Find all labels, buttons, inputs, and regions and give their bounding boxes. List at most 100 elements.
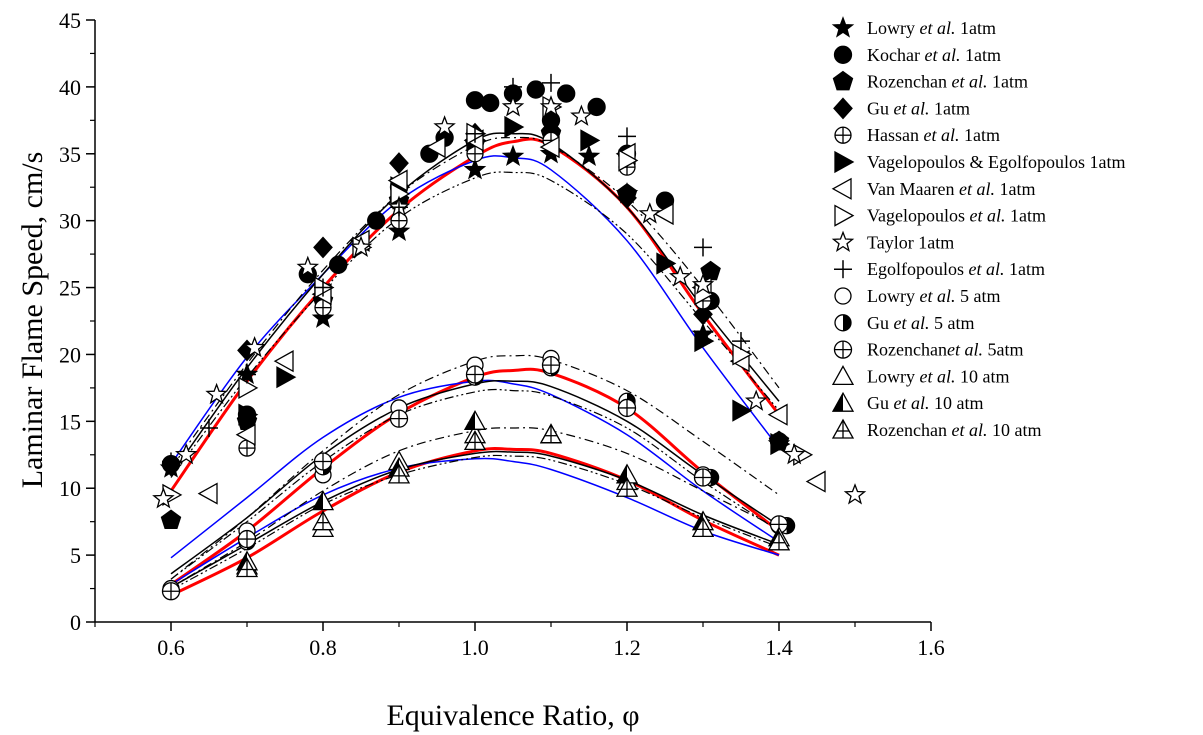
data-point-12-0 [161, 582, 181, 601]
data-point-15-7 [767, 530, 791, 551]
legend-label-1: Kochar et al. 1atm [867, 45, 1001, 65]
model-curve-10atm-11 [170, 457, 780, 586]
axes: 0.6 0.8 1.0 1.2 1.4 1.6 0 5 10 15 20 25 30 35 40 45 [59, 8, 945, 660]
data-point-8-11 [638, 202, 662, 224]
data-point-8-2 [205, 382, 228, 405]
data-point-8-14 [744, 389, 768, 411]
data-point-3-2 [313, 236, 333, 259]
data-point-12-3 [389, 409, 409, 428]
model-curve-1atm-2 [170, 132, 780, 476]
model-curve-10atm-10 [170, 447, 780, 597]
y-tick-label-9: 45 [59, 8, 81, 33]
data-point-6-5 [387, 169, 408, 192]
data-point-12-8 [769, 515, 789, 534]
series-14 [235, 409, 791, 571]
legend-marker-0 [831, 16, 855, 38]
data-point-2-0 [160, 509, 182, 530]
data-point-8-9 [539, 95, 563, 117]
legend-label-3: Gu et al. 1atm [867, 98, 970, 118]
legend-marker-15 [831, 418, 855, 439]
data-point-7-1 [238, 376, 259, 399]
data-point-12-4 [465, 365, 485, 384]
data-point-0-4 [463, 157, 487, 180]
legend-label-2: Rozenchan et al. 1atm [867, 72, 1028, 92]
data-point-9-5 [466, 124, 484, 143]
data-point-0-5 [501, 144, 525, 166]
data-point-0-7 [577, 144, 601, 166]
legend-item-6: Van Maaren et al. 1atm [831, 177, 1035, 200]
legend-marker-11 [834, 314, 852, 332]
data-point-5-10 [770, 432, 791, 456]
legend-marker-5 [834, 150, 855, 174]
legend-marker-1 [833, 45, 853, 64]
model-curve-5atm-5 [170, 367, 780, 586]
y-tick-label-5: 25 [59, 276, 81, 301]
legend-item-8: Taylor 1atm [831, 230, 954, 252]
model-curve-5atm-8 [170, 354, 780, 580]
data-point-12-7 [693, 468, 713, 487]
data-point-4-0 [238, 439, 256, 457]
legend-label-0: Lowry et al. 1atm [867, 18, 996, 38]
data-point-3-3 [389, 152, 409, 175]
data-point-8-7 [433, 115, 456, 137]
legend-item-2: Rozenchan et al. 1atm [832, 70, 1028, 92]
data-point-15-6 [691, 517, 715, 538]
series-4 [238, 131, 712, 457]
data-point-14-3 [463, 409, 487, 430]
legend-label-11: Gu et al. 5 atm [867, 313, 975, 333]
legend-item-15: Rozenchan et al. 10 atm [831, 418, 1041, 440]
legend-label-10: Lowry et al. 5 atm [867, 286, 1001, 306]
legend-marker-9 [834, 260, 852, 279]
data-point-1-13 [557, 84, 576, 103]
data-point-9-7 [542, 73, 560, 92]
data-point-9-9 [694, 238, 712, 257]
legend-label-14: Gu et al. 10 atm [867, 393, 984, 413]
y-tick-label-6: 30 [59, 209, 81, 234]
data-point-8-13 [691, 273, 715, 295]
model-curve-10atm-13 [170, 427, 780, 588]
legend-item-10: Lowry et al. 5 atm [834, 286, 1001, 306]
data-point-9-0 [162, 452, 180, 471]
legend-item-3: Gu et al. 1atm [833, 97, 970, 120]
data-point-5-8 [694, 329, 715, 353]
data-point-9-10 [732, 332, 750, 351]
y-tick-label-8: 40 [59, 75, 81, 100]
y-tick-label-3: 15 [59, 409, 81, 434]
data-point-8-15 [782, 442, 806, 465]
data-point-3-6 [617, 186, 637, 209]
data-point-1-14 [587, 97, 606, 117]
data-point-1-4 [367, 211, 386, 230]
data-point-8-5 [349, 235, 373, 258]
data-point-0-3 [387, 219, 411, 242]
data-point-6-0 [197, 482, 218, 505]
data-point-8-10 [570, 104, 593, 126]
legend-marker-12 [833, 340, 853, 359]
legend-label-8: Taylor 1atm [867, 232, 954, 252]
x-tick-label-4: 1.4 [765, 635, 793, 660]
y-tick-label-4: 20 [59, 342, 81, 367]
legend-marker-13 [831, 365, 855, 386]
y-tick-label-2: 10 [59, 476, 81, 501]
x-tick-label-3: 1.2 [613, 635, 641, 660]
data-point-6-13 [767, 403, 788, 426]
data-point-1-8 [465, 91, 485, 110]
data-point-8-16 [843, 483, 867, 505]
data-point-6-10 [653, 202, 674, 226]
data-point-8-3 [243, 335, 266, 358]
data-point-6-1 [235, 423, 256, 446]
series-15 [235, 423, 791, 578]
legend-item-5: Vagelopoulos & Egolfopoulos 1atm [834, 150, 1125, 174]
data-point-6-2 [273, 350, 294, 373]
data-point-8-0 [152, 487, 175, 509]
x-tick-label-2: 1.0 [461, 635, 489, 660]
data-point-8-1 [174, 442, 198, 465]
model-curve-10atm-14 [170, 454, 780, 591]
data-point-15-2 [387, 463, 411, 484]
model-curve-1atm-3 [170, 136, 780, 469]
data-point-12-6 [617, 398, 637, 418]
legend-label-5: Vagelopoulos & Egolfopoulos 1atm [867, 152, 1125, 172]
data-point-9-4 [390, 198, 408, 217]
series-12 [161, 355, 789, 601]
model-curve-1atm-4 [170, 171, 780, 478]
